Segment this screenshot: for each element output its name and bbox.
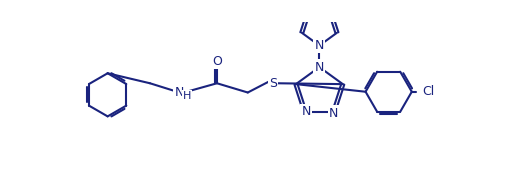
Text: Cl: Cl bbox=[422, 85, 435, 98]
Text: S: S bbox=[269, 77, 277, 90]
Text: N: N bbox=[315, 39, 324, 52]
Text: N: N bbox=[329, 107, 338, 120]
Text: N: N bbox=[302, 105, 311, 118]
Text: N: N bbox=[175, 86, 184, 99]
Text: O: O bbox=[212, 55, 222, 68]
Text: N: N bbox=[315, 61, 324, 74]
Text: H: H bbox=[183, 91, 191, 101]
